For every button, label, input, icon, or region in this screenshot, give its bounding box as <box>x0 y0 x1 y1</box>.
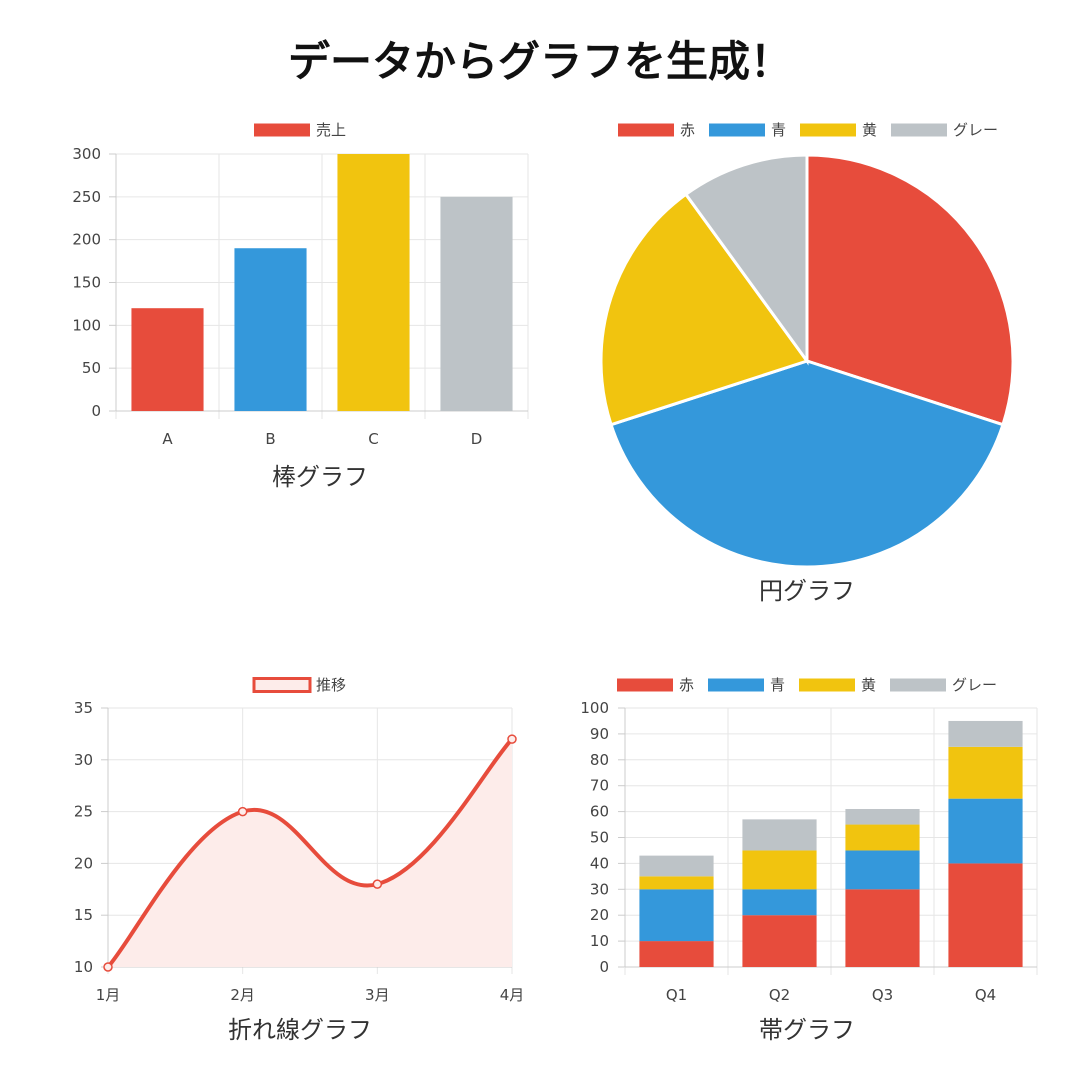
stacked-bar-segment <box>639 941 714 967</box>
chart-caption: 折れ線グラフ <box>228 1016 372 1044</box>
legend-label: 青 <box>771 121 786 139</box>
legend-label: グレー <box>953 121 998 139</box>
legend-swatch <box>252 677 312 693</box>
line-point <box>103 962 113 972</box>
stacked-bar-segment <box>948 746 1023 799</box>
pie-slice <box>609 359 1005 569</box>
stacked-bar-segment <box>742 819 817 851</box>
legend-label: 赤 <box>680 121 695 139</box>
chart-caption: 帯グラフ <box>759 1016 855 1044</box>
y-tick-label: 100 <box>580 699 609 717</box>
legend-swatch <box>708 678 764 692</box>
chart-caption: 円グラフ <box>759 577 855 605</box>
pie-slice <box>599 192 810 427</box>
legend-label: 赤 <box>679 676 694 694</box>
legend-swatch <box>800 123 856 137</box>
stacked-bar-segment <box>948 863 1023 967</box>
stacked-bar-segment <box>639 876 714 890</box>
stacked-bar-segment <box>845 850 920 890</box>
pie-slice <box>683 153 809 366</box>
bar <box>234 248 307 411</box>
x-tick-label: 1月 <box>96 986 121 1004</box>
stacked-bar-segment <box>639 889 714 942</box>
legend-swatch <box>799 678 855 692</box>
y-tick-label: 20 <box>74 854 93 872</box>
line-area-fill <box>108 739 512 967</box>
y-tick-label: 250 <box>72 188 101 206</box>
stacked-bar-segment <box>742 915 817 967</box>
x-tick-label: 4月 <box>500 986 525 1004</box>
y-tick-label: 15 <box>74 906 93 924</box>
stacked-bar-segment <box>742 889 817 916</box>
y-tick-label: 90 <box>590 725 609 743</box>
y-tick-label: 10 <box>590 932 609 950</box>
x-tick-label: 3月 <box>365 986 390 1004</box>
legend-swatch <box>890 678 946 692</box>
stacked-bar-segment <box>948 798 1023 864</box>
stacked-bar-segment <box>742 850 817 890</box>
stacked-bar-segment <box>845 809 920 825</box>
y-tick-label: 60 <box>590 803 609 821</box>
stacked-bar-chart: 赤 青 黄 グレー 0 10 20 30 40 50 60 70 80 90 100 Q1 Q2 Q3 Q4 帯グラフ <box>580 676 1038 1044</box>
bar-chart-panel: 売上 0 50 100 150 200 250 300 A B C D 棒グラフ <box>60 110 540 500</box>
line-series <box>106 737 514 969</box>
legend-swatch <box>709 123 765 137</box>
y-tick-label: 150 <box>72 274 101 292</box>
x-tick-label: A <box>162 430 173 448</box>
stacked-bar-segment <box>948 720 1023 747</box>
stacked-bar-chart-panel: 赤 青 黄 グレー 0 10 20 30 40 50 60 70 80 90 100 Q1 Q2 Q3 Q4 帯グラフ <box>580 665 1040 1060</box>
y-tick-label: 50 <box>82 359 101 377</box>
y-tick-label: 0 <box>599 958 609 976</box>
y-tick-label: 35 <box>74 699 93 717</box>
stacked-bar-segment <box>639 855 714 877</box>
stacked-bar-segment <box>845 824 920 851</box>
y-tick-label: 0 <box>91 402 101 420</box>
y-tick-label: 20 <box>590 906 609 924</box>
x-tick-label: D <box>471 430 483 448</box>
legend-label: 黄 <box>861 676 876 694</box>
line-point <box>372 879 383 889</box>
x-tick-label: 2月 <box>230 986 255 1004</box>
y-tick-label: 30 <box>590 880 609 898</box>
x-tick-label: Q2 <box>769 986 790 1004</box>
line-point <box>237 806 248 817</box>
line-point <box>507 734 517 744</box>
bar <box>440 196 513 411</box>
legend-label: グレー <box>952 676 997 694</box>
legend-swatch <box>891 123 947 137</box>
legend-label: 青 <box>770 676 785 694</box>
y-tick-label: 100 <box>72 316 101 334</box>
bar <box>131 308 204 411</box>
y-tick-label: 25 <box>74 803 93 821</box>
x-tick-label: Q1 <box>666 986 687 1004</box>
bar <box>337 154 410 411</box>
bar-chart: 売上 0 50 100 150 200 250 300 A B C D 棒グラフ <box>72 121 529 491</box>
x-tick-label: B <box>265 430 275 448</box>
legend-label: 売上 <box>316 121 346 139</box>
legend-swatch <box>617 678 673 692</box>
y-tick-label: 50 <box>590 829 609 847</box>
y-tick-label: 10 <box>74 958 93 976</box>
x-tick-label: C <box>368 430 378 448</box>
y-tick-label: 30 <box>74 751 93 769</box>
y-tick-label: 300 <box>72 145 101 163</box>
legend-label: 黄 <box>862 121 877 139</box>
legend-label: 推移 <box>316 676 346 694</box>
pie-chart-panel: 赤 青 黄 グレー円グラフ <box>580 110 1030 610</box>
y-tick-label: 200 <box>72 231 101 249</box>
y-tick-label: 40 <box>590 854 609 872</box>
y-tick-label: 70 <box>590 777 609 795</box>
legend-swatch <box>254 123 310 137</box>
x-tick-label: Q3 <box>872 986 893 1004</box>
chart-caption: 棒グラフ <box>272 463 368 491</box>
line-chart-panel: 推移 10 15 20 25 30 35 1月 2月 3月 4月折れ線グラフ <box>60 665 540 1060</box>
stacked-bar-segment <box>845 889 920 967</box>
x-tick-label: Q4 <box>975 986 996 1004</box>
y-tick-label: 80 <box>590 751 609 769</box>
page-title: データからグラフを生成！ <box>287 37 792 86</box>
legend-swatch <box>618 123 674 137</box>
pie-slice <box>805 153 1015 427</box>
